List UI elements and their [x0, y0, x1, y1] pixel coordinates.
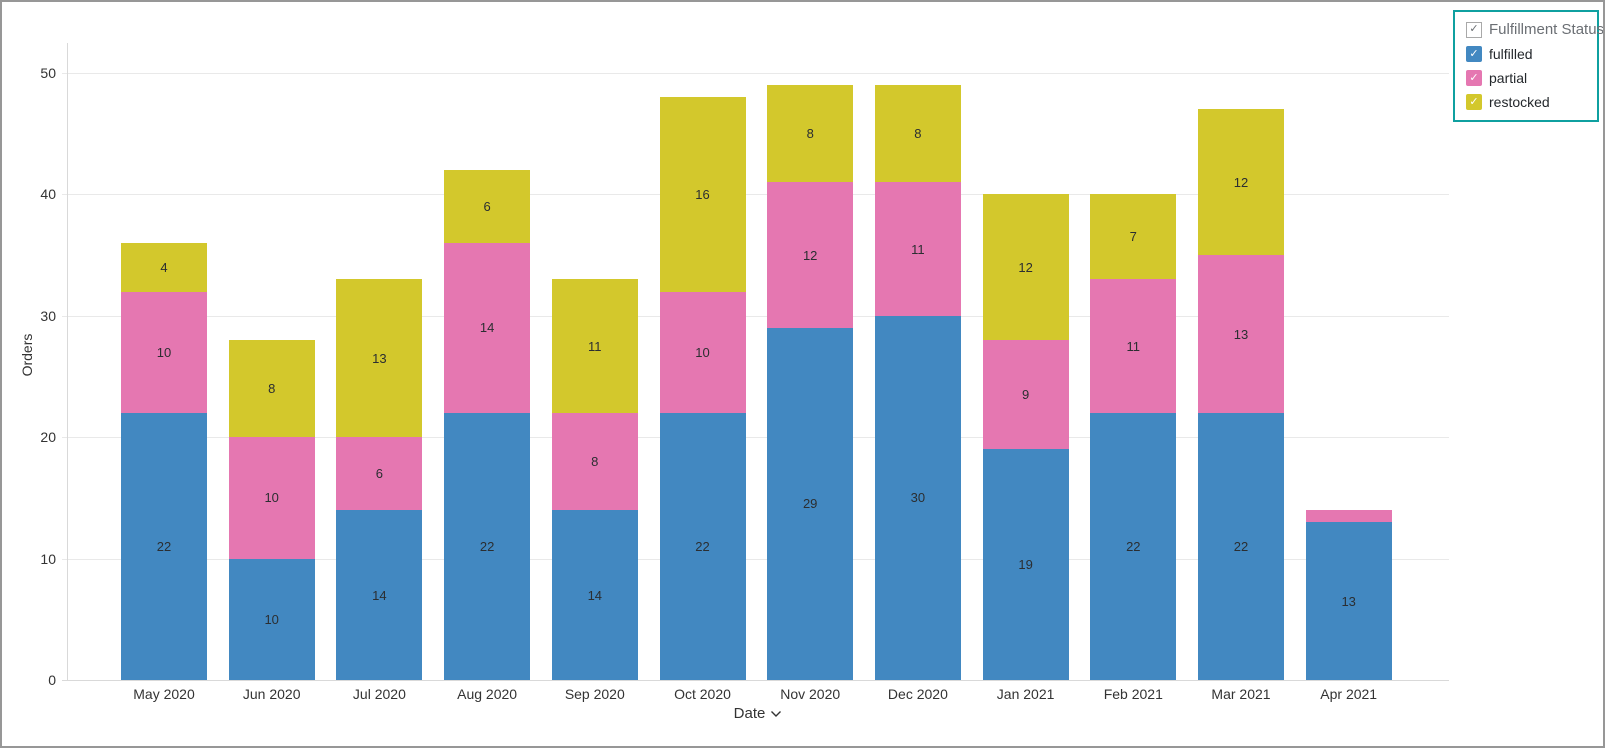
bar-segment-restocked-oct-2020[interactable]: 16	[659, 97, 746, 292]
x-tick-label: Sep 2020	[564, 686, 625, 702]
bar-segment-restocked-jan-2021[interactable]: 12	[982, 194, 1069, 341]
x-tick-label: Nov 2020	[780, 686, 841, 702]
gridline	[62, 437, 1449, 439]
x-tick-label: Jun 2020	[242, 686, 301, 702]
gridline	[62, 194, 1449, 196]
legend-checkbox-partial[interactable]: ✓	[1466, 70, 1482, 86]
bar-segment-restocked-sep-2020[interactable]: 11	[551, 279, 638, 413]
bar-segment-partial-oct-2020[interactable]: 10	[659, 291, 746, 413]
bar-segment-restocked-may-2020[interactable]: 4	[121, 242, 207, 292]
x-axis-line	[62, 680, 1449, 681]
x-tick-label: Feb 2021	[1103, 686, 1163, 702]
bar-segment-partial-mar-2021[interactable]: 13	[1198, 255, 1284, 413]
gridline	[62, 73, 1449, 74]
bar-segment-fulfilled-mar-2021[interactable]: 22	[1198, 412, 1284, 680]
gridline	[62, 315, 1449, 317]
legend-item-partial[interactable]: ✓ partial	[1466, 70, 1586, 86]
x-tick-label: Jan 2021	[996, 686, 1055, 702]
legend-checkbox-restocked[interactable]: ✓	[1466, 94, 1482, 110]
bar-segment-restocked-nov-2020[interactable]: 8	[767, 85, 854, 183]
x-axis-title-label: Date	[733, 705, 766, 722]
bar-segment-fulfilled-jun-2020[interactable]: 10	[228, 558, 315, 680]
bar-segment-partial-nov-2020[interactable]: 12	[767, 182, 854, 328]
y-tick-label: 20	[40, 429, 56, 446]
bar-segment-fulfilled-feb-2021[interactable]: 22	[1090, 412, 1177, 680]
bar-segment-restocked-jun-2020[interactable]: 8	[228, 340, 315, 438]
bar-segment-fulfilled-nov-2020[interactable]: 29	[767, 327, 854, 680]
legend-item-label: partial	[1489, 70, 1528, 86]
legend-checkbox-fulfilled[interactable]: ✓	[1466, 46, 1482, 62]
bar-segment-partial-feb-2021[interactable]: 11	[1090, 279, 1177, 413]
x-tick-label: Oct 2020	[674, 686, 731, 702]
legend-title: Fulfillment Status	[1489, 21, 1605, 38]
legend-title-row[interactable]: ✓ Fulfillment Status	[1466, 21, 1603, 38]
legend-title-checkbox[interactable]: ✓	[1466, 21, 1482, 38]
bar-segment-partial-jun-2020[interactable]: 10	[228, 437, 315, 559]
bar-segment-restocked-jul-2020[interactable]: 13	[336, 279, 423, 438]
x-axis-title-strip: Date	[67, 705, 1449, 722]
legend-item-restocked[interactable]: ✓ restocked	[1466, 94, 1586, 110]
legend-item-fulfilled[interactable]: ✓ fulfilled	[1466, 46, 1586, 62]
bar-segment-restocked-dec-2020[interactable]: 8	[874, 85, 961, 183]
x-tick-label: Mar 2021	[1211, 686, 1271, 702]
y-tick-label: 0	[48, 672, 56, 688]
bar-segment-fulfilled-jul-2020[interactable]: 14	[336, 510, 423, 680]
x-tick-label: Apr 2021	[1320, 686, 1378, 702]
x-tick-label: May 2020	[133, 686, 195, 702]
y-tick-label: 10	[40, 550, 56, 567]
legend-item-label: fulfilled	[1489, 46, 1533, 62]
x-axis-title-dropdown[interactable]: Date	[734, 705, 783, 722]
y-axis-line	[67, 43, 68, 680]
bar-segment-fulfilled-sep-2020[interactable]: 14	[551, 510, 638, 680]
bar-segment-fulfilled-aug-2020[interactable]: 22	[444, 412, 531, 680]
legend-item-label: restocked	[1489, 94, 1550, 110]
legend-items: ✓ fulfilled ✓ partial ✓ restocked	[1466, 46, 1586, 110]
y-tick-label: 50	[40, 65, 56, 81]
bar-segment-partial-may-2020[interactable]: 10	[121, 291, 207, 413]
bar-segment-restocked-mar-2021[interactable]: 12	[1198, 109, 1284, 256]
bar-segment-partial-jan-2021[interactable]: 9	[982, 340, 1069, 450]
bar-segment-fulfilled-oct-2020[interactable]: 22	[659, 412, 746, 680]
bar-segment-fulfilled-jan-2021[interactable]: 19	[982, 449, 1069, 680]
y-tick-label: 40	[40, 186, 56, 203]
bar-segment-partial-aug-2020[interactable]: 14	[444, 242, 531, 413]
x-tick-label: Dec 2020	[887, 686, 948, 702]
bar-segment-fulfilled-apr-2021[interactable]: 13	[1305, 522, 1392, 680]
bar-segment-fulfilled-dec-2020[interactable]: 30	[874, 315, 961, 680]
bar-segment-fulfilled-may-2020[interactable]: 22	[121, 412, 207, 680]
bar-segment-partial-jul-2020[interactable]: 6	[336, 437, 423, 511]
bar-segment-restocked-feb-2021[interactable]: 7	[1090, 194, 1177, 280]
bar-segment-restocked-aug-2020[interactable]: 6	[444, 170, 531, 243]
y-tick-label: 30	[40, 307, 56, 324]
x-tick-label: Jul 2020	[352, 686, 406, 702]
gridline	[62, 558, 1449, 560]
bar-segment-partial-dec-2020[interactable]: 11	[874, 182, 961, 316]
chevron-down-icon	[771, 710, 782, 717]
x-tick-label: Aug 2020	[457, 686, 518, 702]
legend: ✓ Fulfillment Status ✓ fulfilled ✓ partial ✓…	[1453, 10, 1603, 122]
bar-segment-partial-apr-2021[interactable]	[1305, 510, 1392, 523]
bar-segment-partial-sep-2020[interactable]: 8	[551, 412, 638, 511]
